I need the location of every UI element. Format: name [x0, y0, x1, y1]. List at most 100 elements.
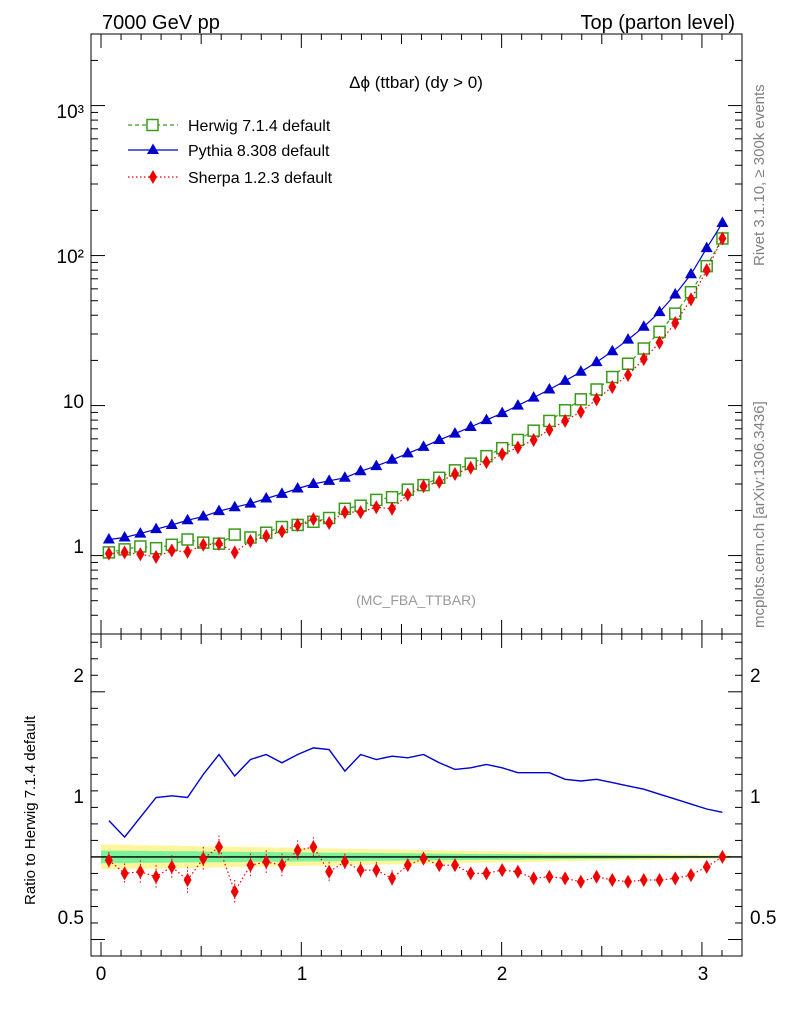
data-point [356, 505, 365, 520]
ratio-ytick-label-2: 2 [73, 666, 84, 687]
data-point [214, 536, 223, 551]
data-point [277, 524, 286, 539]
data-point [385, 490, 399, 504]
data-point [230, 545, 239, 560]
data-point [293, 517, 302, 532]
series-1 [102, 216, 729, 544]
ratio-point [293, 843, 302, 858]
data-point [183, 544, 192, 559]
ratio-point [325, 864, 334, 879]
data-point [197, 510, 210, 521]
ytick-label-1000: 10³ [57, 102, 84, 123]
ratio-ytick-label-0.5: 0.5 [58, 908, 84, 929]
data-point [323, 474, 336, 485]
xtick-label-3: 3 [698, 964, 709, 985]
ratio-line [108, 846, 723, 894]
data-point [543, 382, 556, 394]
ratio-point [309, 840, 318, 855]
data-point [435, 474, 444, 489]
ratio-ytick-label-right-1: 1 [750, 787, 761, 808]
data-point [669, 288, 682, 299]
data-point [545, 422, 554, 437]
ytick-label-1: 1 [73, 537, 84, 558]
legend-label-sherpa: Sherpa 1.2.3 default [188, 170, 333, 187]
data-point [700, 241, 713, 253]
ratio-point [152, 869, 161, 884]
data-point [716, 216, 729, 227]
data-point [246, 534, 255, 549]
data-point [118, 530, 131, 542]
data-point [372, 500, 381, 515]
legend-marker-pythia [147, 143, 159, 154]
xtick-label-0: 0 [96, 964, 107, 985]
data-point [419, 479, 428, 494]
ratio-point [498, 863, 507, 878]
ratio-point [576, 874, 585, 889]
ratio-point [624, 874, 633, 889]
series-line [108, 238, 723, 558]
data-point [212, 504, 225, 516]
xtick-label-2: 2 [497, 964, 508, 985]
header-right: Top (parton level) [580, 12, 735, 34]
data-point [498, 447, 507, 462]
data-point [718, 231, 727, 246]
data-point [466, 460, 475, 475]
ratio-point [388, 871, 397, 886]
series-0 [102, 232, 729, 559]
data-point [275, 487, 288, 498]
ratio-point [277, 858, 286, 873]
ratio-point [104, 853, 113, 868]
data-point [260, 492, 273, 503]
ratio-point [545, 869, 554, 884]
data-point [527, 391, 540, 402]
data-point [590, 355, 603, 367]
data-point [228, 528, 241, 541]
mcplots-label: mcplots.cern.ch [arXiv:1306.3436] [751, 401, 768, 628]
ratio-point [686, 868, 695, 883]
ratio-point [450, 858, 459, 873]
data-point [370, 459, 383, 471]
data-point [262, 529, 271, 544]
ratio-point [262, 854, 271, 869]
data-point [511, 399, 524, 410]
ytick-label-100: 10² [57, 247, 84, 268]
legend-marker-herwig [146, 118, 159, 132]
data-point [417, 440, 430, 451]
ratio-point [246, 858, 255, 873]
data-point [464, 420, 477, 431]
ytick-label-10: 10 [63, 392, 84, 413]
xtick-label-1: 1 [297, 964, 308, 985]
data-point [167, 543, 176, 558]
data-point [134, 527, 147, 538]
data-point [637, 320, 650, 331]
data-point [513, 440, 522, 455]
ratio-point [561, 871, 570, 886]
data-point [181, 513, 194, 525]
ratio-ylabel: Ratio to Herwig 7.1.4 default [22, 715, 39, 905]
ratio-point [120, 866, 129, 881]
ratio-line [108, 747, 723, 839]
series-line [108, 222, 723, 541]
ratio-point [136, 864, 145, 879]
ratio-series-0 [108, 747, 723, 839]
data-point [338, 471, 351, 482]
ratio-point [214, 840, 223, 855]
data-point [559, 374, 572, 385]
data-point [655, 335, 664, 350]
legend-marker-sherpa [149, 170, 157, 184]
data-point [228, 500, 241, 512]
data-point [307, 477, 320, 488]
data-point [152, 549, 161, 564]
ratio-point [482, 866, 491, 881]
data-point [388, 501, 397, 516]
data-point [150, 522, 163, 534]
ratio-point [655, 873, 664, 888]
ratio-point [466, 866, 475, 881]
data-point [291, 481, 304, 493]
data-point [165, 518, 178, 529]
main-series [102, 216, 729, 564]
rivet-label: Rivet 3.1.10, ≥ 300k events [751, 84, 768, 266]
chart-title: Δϕ (ttbar) (dy > 0) [349, 73, 483, 92]
main-panel: 1 10 10² 10³ Δϕ (ttbar) (dy > 0) (MC_FBA… [57, 33, 743, 635]
